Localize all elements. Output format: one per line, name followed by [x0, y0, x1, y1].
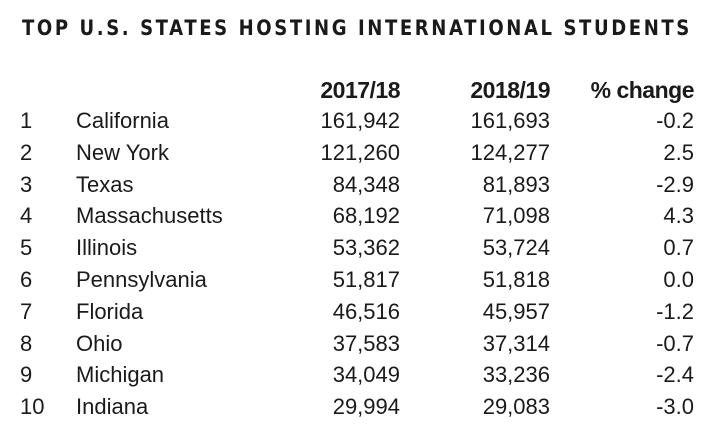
- value-2017-18-cell: 53,362: [332, 235, 400, 261]
- value-2017-18-cell: 29,994: [332, 394, 400, 420]
- table-row: 2 New York 121,260 124,277 2.5: [0, 137, 720, 169]
- page-title: TOP U.S. STATES HOSTING INTERNATIONAL ST…: [22, 16, 692, 40]
- value-2017-18-cell: 37,583: [332, 330, 400, 356]
- table-row: 3 Texas 84,348 81,893 -2.9: [0, 169, 720, 201]
- value-2018-19-cell: 33,236: [482, 362, 550, 388]
- percent-change-cell: -2.4: [656, 362, 694, 388]
- rank-cell: 5: [20, 235, 33, 261]
- rank-cell: 6: [20, 266, 33, 292]
- value-2017-18-cell: 46,516: [332, 298, 400, 324]
- column-header-2018-19: 2018/19: [470, 77, 550, 103]
- table-row: 7 Florida 46,516 45,957 -1.2: [0, 296, 720, 328]
- table-row: 6 Pennsylvania 51,817 51,818 0.0: [0, 264, 720, 296]
- percent-change-cell: 0.0: [663, 266, 694, 292]
- percent-change-cell: -0.7: [656, 330, 694, 356]
- state-cell: Indiana: [76, 394, 149, 420]
- percent-change-cell: 2.5: [663, 139, 694, 165]
- state-cell: Florida: [76, 298, 144, 324]
- rank-cell: 8: [20, 330, 33, 356]
- value-2017-18-cell: 34,049: [332, 362, 400, 388]
- value-2018-19-cell: 81,893: [482, 171, 550, 197]
- table-row: 9 Michigan 34,049 33,236 -2.4: [0, 359, 720, 391]
- table-row: 4 Massachusetts 68,192 71,098 4.3: [0, 200, 720, 232]
- value-2017-18-cell: 51,817: [332, 266, 400, 292]
- percent-change-cell: -0.2: [656, 108, 694, 133]
- table-row: 1 California 161,942 161,693 -0.2: [0, 105, 720, 137]
- state-cell: Illinois: [76, 235, 138, 261]
- value-2018-19-cell: 45,957: [482, 298, 550, 324]
- rank-cell: 4: [20, 203, 33, 229]
- percent-change-cell: 4.3: [663, 203, 694, 229]
- state-cell: Michigan: [76, 362, 165, 388]
- value-2018-19-cell: 29,083: [482, 394, 550, 420]
- rank-cell: 1: [20, 108, 33, 133]
- value-2017-18-cell: 121,260: [320, 139, 400, 165]
- value-2018-19-cell: 71,098: [482, 203, 550, 229]
- value-2017-18-cell: 161,942: [320, 108, 400, 133]
- percent-change-cell: -3.0: [656, 394, 694, 420]
- states-table: 1 California 161,942 161,693 -0.2 2 New …: [0, 105, 720, 423]
- table-row: 8 Ohio 37,583 37,314 -0.7: [0, 328, 720, 360]
- state-cell: Massachusetts: [76, 203, 223, 229]
- rank-cell: 3: [20, 171, 33, 197]
- value-2018-19-cell: 51,818: [482, 266, 550, 292]
- rank-cell: 10: [20, 394, 45, 420]
- value-2017-18-cell: 84,348: [332, 171, 400, 197]
- value-2017-18-cell: 68,192: [332, 203, 400, 229]
- state-cell: Texas: [76, 171, 134, 197]
- state-cell: Ohio: [76, 330, 123, 356]
- value-2018-19-cell: 124,277: [470, 139, 550, 165]
- state-cell: California: [76, 108, 169, 133]
- table-row: 10 Indiana 29,994 29,083 -3.0: [0, 391, 720, 423]
- rank-cell: 7: [20, 298, 33, 324]
- value-2018-19-cell: 53,724: [482, 235, 550, 261]
- column-header-2017-18: 2017/18: [320, 77, 400, 103]
- rank-cell: 9: [20, 362, 33, 388]
- table-row: 5 Illinois 53,362 53,724 0.7: [0, 232, 720, 264]
- percent-change-cell: -1.2: [656, 298, 694, 324]
- rank-cell: 2: [20, 139, 33, 165]
- column-header-percent-change: % change: [590, 77, 695, 103]
- state-cell: Pennsylvania: [76, 266, 207, 292]
- percent-change-cell: 0.7: [663, 235, 694, 261]
- value-2018-19-cell: 161,693: [470, 108, 550, 133]
- percent-change-cell: -2.9: [656, 171, 694, 197]
- value-2018-19-cell: 37,314: [482, 330, 550, 356]
- state-cell: New York: [76, 139, 169, 165]
